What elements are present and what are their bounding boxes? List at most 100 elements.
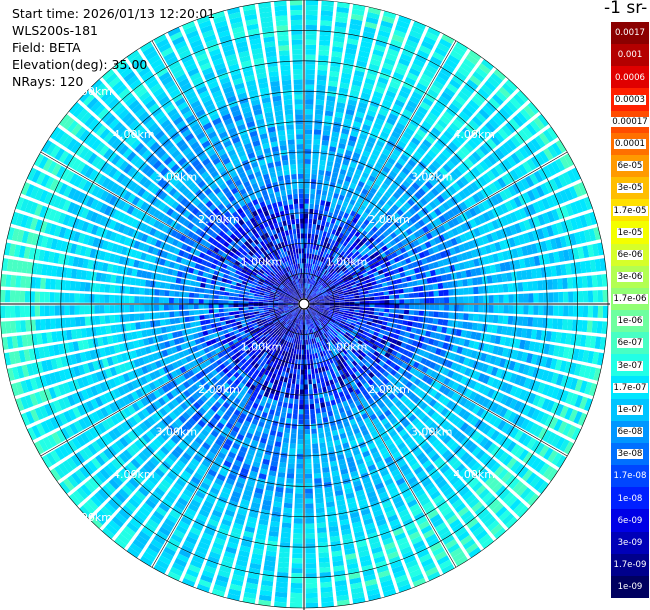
range-gate <box>356 436 365 444</box>
range-gate <box>351 339 357 345</box>
range-gate <box>330 318 336 322</box>
range-gate <box>305 602 319 608</box>
range-gate <box>314 305 320 307</box>
range-gate <box>387 442 396 451</box>
range-gate <box>281 527 291 534</box>
range-gate <box>430 145 441 155</box>
range-gate <box>591 351 600 365</box>
range-gate <box>339 432 347 440</box>
range-gate <box>327 348 332 354</box>
range-gate <box>550 265 557 277</box>
range-gate <box>311 164 318 170</box>
range-gate <box>442 282 449 289</box>
range-gate <box>281 522 292 529</box>
range-gate <box>305 124 313 130</box>
range-gate <box>537 481 549 494</box>
range-gate <box>347 99 358 107</box>
range-gate <box>329 207 335 214</box>
range-gate <box>470 249 478 258</box>
range-gate <box>321 281 326 286</box>
range-gate <box>305 518 315 524</box>
range-gate <box>355 142 364 150</box>
range-gate <box>308 379 312 385</box>
range-gate <box>482 343 490 353</box>
range-gate <box>371 368 379 375</box>
range-gate <box>441 274 448 282</box>
range-gate <box>474 91 487 103</box>
range-gate <box>495 90 508 102</box>
range-gate <box>509 385 518 397</box>
range-gate <box>345 320 352 325</box>
range-gate <box>381 405 389 413</box>
range-gate <box>343 294 350 298</box>
range-gate <box>391 338 398 345</box>
range-gate <box>548 252 555 264</box>
range-gate <box>438 95 450 106</box>
range-gate <box>377 426 385 434</box>
range-gate <box>287 468 295 474</box>
range-gate <box>357 208 364 216</box>
range-gate <box>297 369 301 375</box>
range-gate <box>359 97 370 105</box>
range-gate <box>414 488 426 498</box>
range-gate <box>327 323 332 328</box>
range-gate <box>507 315 514 325</box>
range-gate <box>447 209 455 219</box>
range-gate <box>460 534 473 546</box>
range-gate <box>379 329 386 335</box>
range-gate <box>386 401 394 409</box>
range-gate <box>375 279 382 285</box>
range-gate <box>328 151 336 158</box>
range-gate <box>329 320 334 325</box>
range-gate <box>359 45 371 54</box>
range-gate <box>361 230 368 237</box>
range-gate <box>352 206 359 213</box>
range-gate <box>458 304 464 312</box>
range-gate <box>391 350 398 357</box>
range-gate <box>462 107 474 118</box>
range-gate <box>329 275 335 280</box>
range-gate <box>518 293 524 303</box>
range-gate <box>374 300 380 304</box>
range-gate <box>514 149 525 162</box>
range-gate <box>379 25 392 34</box>
range-gate <box>325 343 330 350</box>
range-gate <box>306 294 309 299</box>
range-gate <box>305 523 315 529</box>
range-gate <box>329 394 335 401</box>
range-gate <box>394 273 401 279</box>
range-gate <box>420 357 428 365</box>
range-gate <box>339 351 345 357</box>
range-gate <box>449 441 459 452</box>
range-gate <box>489 264 497 274</box>
range-gate <box>398 428 408 437</box>
range-gate <box>551 372 559 385</box>
range-gate <box>369 338 376 344</box>
range-gate <box>310 243 314 249</box>
range-gate <box>407 499 418 508</box>
range-gate <box>459 422 469 432</box>
range-gate <box>309 403 315 410</box>
range-gate <box>292 413 298 420</box>
range-gate <box>465 250 473 260</box>
range-gate <box>434 304 440 311</box>
range-gate <box>367 136 377 144</box>
range-gate <box>309 268 312 274</box>
range-gate <box>521 328 528 338</box>
range-gate <box>431 276 438 283</box>
range-gate <box>473 286 479 295</box>
range-gate <box>319 566 331 573</box>
range-gate <box>505 121 517 134</box>
range-gate <box>316 283 321 288</box>
range-gate <box>322 386 327 393</box>
range-gate <box>354 168 363 176</box>
range-gate <box>354 324 361 329</box>
range-gate <box>313 316 318 321</box>
range-gate <box>321 246 326 252</box>
range-gate <box>417 219 426 228</box>
range-gate <box>438 311 444 318</box>
range-gate <box>384 409 392 417</box>
range-gate <box>439 67 453 78</box>
range-gate <box>409 345 416 353</box>
range-gate <box>366 109 377 118</box>
